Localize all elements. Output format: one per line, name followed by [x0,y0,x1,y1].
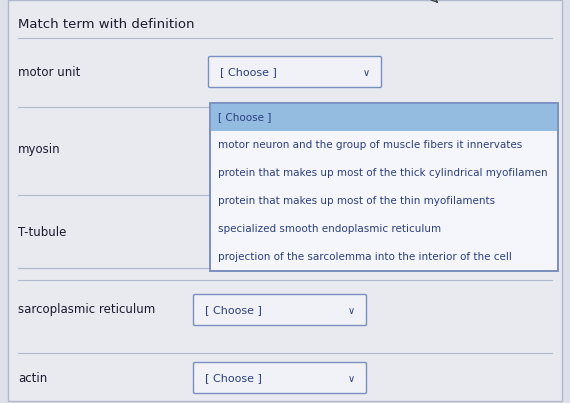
Text: [ Choose ]: [ Choose ] [218,112,271,122]
Text: myosin: myosin [18,143,60,156]
Text: specialized smooth endoplasmic reticulum: specialized smooth endoplasmic reticulum [218,224,441,234]
Bar [210,103,558,271]
Text: Match term with definition: Match term with definition [18,18,194,31]
Text: ∨: ∨ [348,374,355,384]
Text: ∨: ∨ [348,306,355,316]
Bar [210,103,558,131]
Text: protein that makes up most of the thick cylindrical myofilamen: protein that makes up most of the thick … [218,168,548,178]
Text: protein that makes up most of the thin myofilaments: protein that makes up most of the thin m… [218,196,495,206]
Text: motor neuron and the group of muscle fibers it innervates: motor neuron and the group of muscle fib… [218,140,522,150]
FancyBboxPatch shape [193,295,367,326]
FancyBboxPatch shape [193,363,367,393]
Text: actin: actin [18,372,47,384]
Bar [210,103,558,271]
Text: T-tubule: T-tubule [18,226,66,239]
Text: [ Choose ]: [ Choose ] [205,305,262,315]
Text: projection of the sarcolemma into the interior of the cell: projection of the sarcolemma into the in… [218,252,512,262]
Text: [ Choose ]: [ Choose ] [220,67,277,77]
Text: ∨: ∨ [363,68,369,78]
Text: [ Choose ]: [ Choose ] [205,373,262,383]
Text: sarcoplasmic reticulum: sarcoplasmic reticulum [18,303,155,316]
Text: motor unit: motor unit [18,66,80,79]
FancyBboxPatch shape [209,56,381,87]
